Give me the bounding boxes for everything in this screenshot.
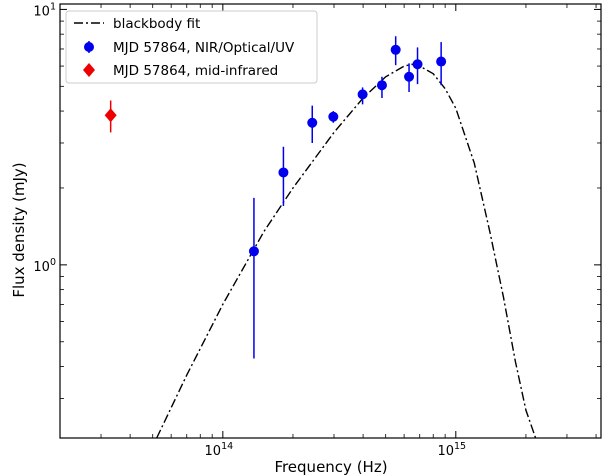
- fit-curve-layer: [156, 63, 537, 439]
- x-axis-label: Frequency (Hz): [274, 458, 387, 476]
- data-point-nir-optical-uv: [328, 111, 339, 122]
- data-point-nir-optical-uv: [412, 59, 423, 70]
- legend-label: MJD 57864, NIR/Optical/UV: [113, 40, 295, 56]
- data-point-nir-optical-uv: [357, 89, 368, 100]
- data-points-layer: [104, 36, 447, 359]
- legend-swatch-diamond: [83, 63, 95, 77]
- legend-box: [65, 10, 318, 84]
- data-point-nir-optical-uv: [436, 56, 447, 67]
- y-tick-label: 101: [33, 1, 56, 19]
- plot-frame: [59, 3, 602, 439]
- y-tick-label: 100: [33, 257, 56, 275]
- legend: blackbody fit MJD 57864, NIR/Optical/UV MJ…: [65, 10, 318, 84]
- axis-ticks: 1014 1015 100 101: [33, 1, 601, 459]
- data-point-nir-optical-uv: [404, 71, 415, 82]
- data-point-nir-optical-uv: [278, 167, 289, 178]
- legend-swatch-circle: [84, 42, 94, 52]
- blackbody-fit-curve: [156, 63, 537, 439]
- x-tick-label: 1015: [437, 441, 466, 459]
- data-point-nir-optical-uv: [390, 44, 401, 55]
- legend-label: MJD 57864, mid-infrared: [113, 63, 278, 79]
- data-point-nir-optical-uv: [248, 246, 259, 257]
- data-point-nir-optical-uv: [307, 117, 318, 128]
- x-tick-label: 1014: [205, 441, 234, 459]
- data-point-mid-infrared: [104, 108, 117, 123]
- legend-label: blackbody fit: [113, 16, 200, 32]
- y-axis-label: Flux density (mJy): [10, 162, 28, 297]
- data-point-nir-optical-uv: [376, 80, 387, 91]
